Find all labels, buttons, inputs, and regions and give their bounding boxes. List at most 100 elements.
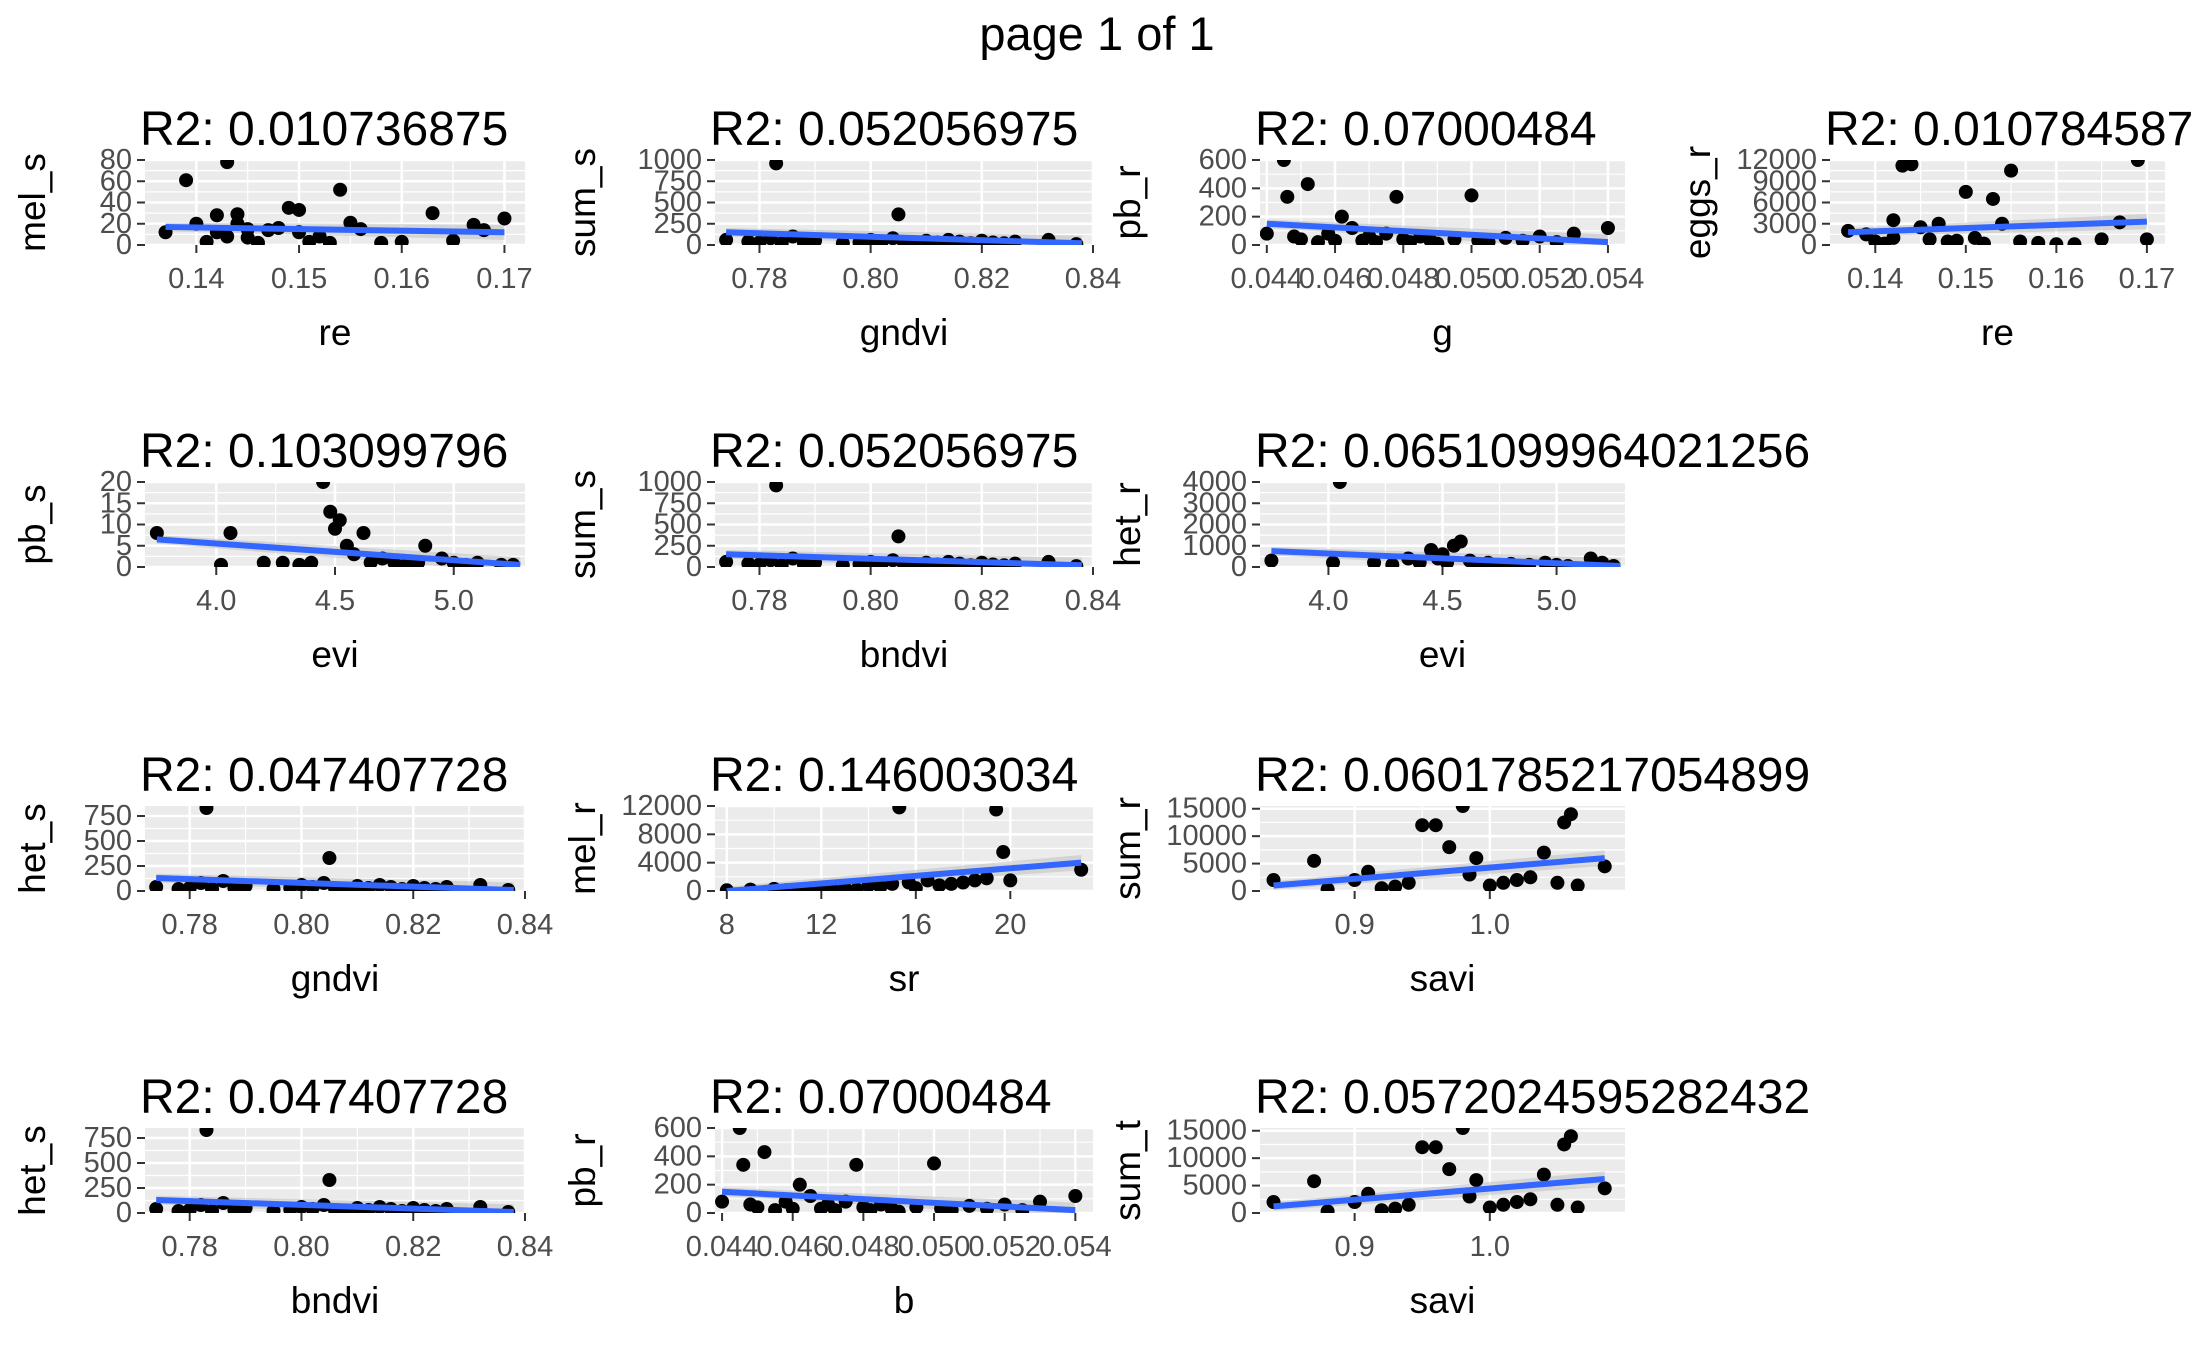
x-tick-label: 0.80	[842, 585, 898, 617]
y-tick-label: 0	[1231, 875, 1247, 907]
fit-line-group	[721, 1188, 1076, 1213]
x-tick-label: 0.78	[731, 585, 787, 617]
data-point	[2067, 237, 2082, 245]
data-point	[1469, 1173, 1484, 1188]
x-tick-label: 0.046	[756, 1231, 829, 1263]
data-point	[1509, 873, 1524, 888]
data-point	[220, 229, 235, 244]
data-point	[1385, 557, 1400, 567]
data-point	[2049, 237, 2064, 245]
y-tick-label: 400	[654, 1140, 702, 1172]
data-point	[1388, 879, 1403, 891]
data-point	[1550, 1197, 1565, 1212]
x-tick-label: 8	[719, 909, 735, 941]
y-tick-label: 40	[100, 187, 132, 219]
data-point	[750, 1200, 765, 1213]
x-tick-label: 0.82	[954, 263, 1010, 295]
y-tick-label: 0	[686, 875, 702, 907]
data-point	[209, 208, 224, 223]
x-tick-label: 0.16	[2028, 263, 2084, 295]
x-axis-label: g	[1432, 312, 1453, 353]
y-tick-label: 250	[654, 208, 702, 240]
data-point	[1374, 881, 1389, 891]
y-tick-label: 500	[84, 825, 132, 857]
x-axis-label: evi	[311, 634, 358, 675]
x-tick-label: 1.0	[1470, 1231, 1510, 1263]
x-tick-label: 4.5	[315, 585, 355, 617]
x-axis-label: gndvi	[291, 958, 379, 999]
y-tick-label: 500	[84, 1147, 132, 1179]
data-point	[792, 1177, 807, 1192]
data-point	[944, 876, 959, 891]
chart-title: R2: 0.010784587	[1825, 103, 2193, 156]
x-tick-label: 0.84	[497, 909, 553, 941]
data-point	[1300, 177, 1315, 192]
data-point	[1074, 862, 1089, 877]
data-point	[715, 1194, 730, 1209]
data-point	[1320, 1204, 1335, 1213]
data-point	[769, 160, 784, 171]
data-point	[1536, 1167, 1551, 1182]
data-point	[1600, 221, 1615, 235]
data-point	[741, 556, 756, 567]
data-point	[323, 504, 338, 519]
data-point	[1453, 534, 1468, 549]
data-point	[1310, 235, 1325, 245]
x-axis-label: re	[319, 312, 352, 353]
data-point	[1326, 555, 1340, 567]
x-axis-label: re	[1981, 312, 2014, 353]
chart-title: R2: 0.0651099964021256	[1255, 425, 1810, 478]
data-point	[312, 229, 327, 244]
y-tick-label: 5000	[1182, 848, 1247, 880]
data-point	[1401, 875, 1416, 890]
data-point	[394, 234, 409, 245]
fit-line	[726, 229, 1082, 245]
x-tick-label: 0.80	[273, 909, 329, 941]
y-tick-label: 5000	[1182, 1170, 1247, 1202]
data-point	[1415, 818, 1430, 833]
x-tick-label: 0.044	[686, 1231, 759, 1263]
x-tick-label: 0.054	[1572, 263, 1645, 295]
data-point	[322, 235, 337, 245]
data-point	[2031, 235, 2046, 245]
y-tick-label: 750	[654, 165, 702, 197]
y-tick-label: 8000	[637, 818, 702, 850]
fit-line	[1273, 1176, 1605, 1210]
data-point	[1570, 878, 1585, 891]
x-tick-label: 0.14	[1847, 263, 1903, 295]
x-tick-label: 0.048	[1367, 263, 1440, 295]
x-axis-label: evi	[1419, 634, 1466, 675]
data-point	[785, 1201, 800, 1213]
fit-line-group	[1271, 548, 1621, 567]
fit-line-group	[156, 536, 521, 567]
chart-title: R2: 0.0601785217054899	[1255, 749, 1810, 802]
x-tick-label: 4.5	[1422, 585, 1462, 617]
data-point	[1976, 236, 1991, 245]
data-point	[849, 882, 864, 891]
x-tick-label: 0.050	[898, 1231, 971, 1263]
x-tick-label: 0.82	[385, 909, 441, 941]
data-point	[1455, 1128, 1470, 1135]
y-tick-label: 250	[84, 850, 132, 882]
y-tick-label: 10	[100, 509, 132, 541]
y-tick-label: 0	[1231, 551, 1247, 583]
data-point	[752, 235, 767, 245]
data-point	[363, 555, 378, 567]
data-point	[1482, 1200, 1497, 1213]
y-tick-label: 750	[84, 1122, 132, 1154]
data-point	[333, 182, 348, 197]
x-tick-label: 0.9	[1334, 1231, 1374, 1263]
data-point	[2139, 232, 2154, 245]
data-point	[719, 232, 734, 245]
grid-lines	[715, 482, 1093, 567]
fit-line-group	[165, 223, 505, 236]
data-point	[399, 557, 414, 567]
y-tick-label: 4000	[1182, 466, 1247, 498]
x-tick-label: 16	[900, 909, 932, 941]
